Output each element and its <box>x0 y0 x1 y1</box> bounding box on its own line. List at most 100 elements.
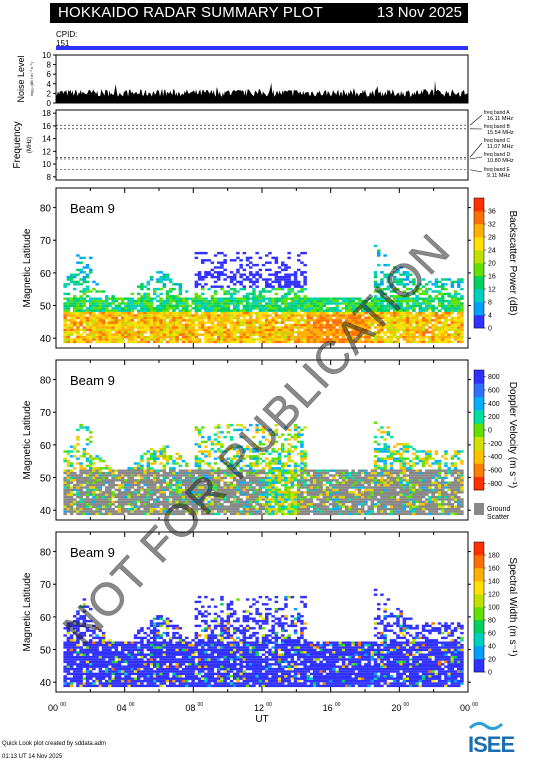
heatmap-cell <box>418 326 423 329</box>
heatmap-cell <box>255 311 259 315</box>
heatmap-cell <box>117 302 122 305</box>
heatmap-cell <box>287 503 291 506</box>
heatmap-cell <box>335 505 339 508</box>
heatmap-cell <box>114 326 119 329</box>
heatmap-cell <box>108 493 112 496</box>
heatmap-cell <box>197 450 202 453</box>
heatmap-cell <box>329 314 333 317</box>
heatmap-cell <box>204 510 208 513</box>
heatmap-cell <box>121 493 125 496</box>
heatmap-cell <box>373 331 378 334</box>
heatmap-cell <box>351 319 355 322</box>
heatmap-cell <box>261 483 266 487</box>
heatmap-cell <box>156 280 160 284</box>
heatmap-cell <box>252 297 256 300</box>
heatmap-cell <box>293 311 298 315</box>
heatmap-cell <box>159 302 163 305</box>
heatmap-cell <box>396 280 400 284</box>
heatmap-cell <box>405 314 410 317</box>
heatmap-cell <box>175 340 179 344</box>
heatmap-cell <box>258 304 263 308</box>
heatmap-cell <box>236 491 240 494</box>
heatmap-cell <box>297 479 301 482</box>
heatmap-cell <box>114 335 119 339</box>
heatmap-cell <box>220 311 224 315</box>
heatmap-cell <box>245 505 250 508</box>
heatmap-cell <box>364 491 368 494</box>
heatmap-cell <box>162 495 167 499</box>
heatmap-cell <box>207 450 211 453</box>
heatmap-cell <box>92 474 96 477</box>
heatmap-cell <box>181 333 186 336</box>
heatmap-cell <box>249 319 253 322</box>
heatmap-cell <box>284 307 288 310</box>
heatmap-cell <box>149 333 154 336</box>
heatmap-cell <box>341 479 346 482</box>
heatmap-cell <box>370 493 375 496</box>
heatmap-cell <box>76 474 80 477</box>
heatmap-cell <box>389 283 394 286</box>
heatmap-cell <box>217 431 221 434</box>
heatmap-cell <box>85 507 90 511</box>
heatmap-cell <box>146 302 151 305</box>
heatmap-cell <box>297 498 301 501</box>
heatmap-cell <box>172 474 176 477</box>
heatmap-cell <box>143 481 147 484</box>
heatmap-cell <box>162 321 167 324</box>
heatmap-cell <box>393 278 397 281</box>
heatmap-cell <box>297 510 301 513</box>
heatmap-cell <box>409 297 413 300</box>
heatmap-cell <box>217 507 221 511</box>
heatmap-cell <box>121 510 125 513</box>
heatmap-cell <box>383 299 387 303</box>
heatmap-cell <box>309 491 314 494</box>
heatmap-cell <box>92 335 96 339</box>
heatmap-cell <box>415 331 419 334</box>
heatmap-cell <box>441 338 445 341</box>
heatmap-cell <box>220 266 224 269</box>
heatmap-cell <box>377 331 381 334</box>
heatmap-cell <box>239 445 243 448</box>
heatmap-cell <box>73 493 77 496</box>
heatmap-cell <box>300 493 304 496</box>
heatmap-cell <box>274 457 279 460</box>
heatmap-cell <box>361 481 365 484</box>
heatmap-cell <box>332 479 336 482</box>
heatmap-cell <box>316 311 320 315</box>
heatmap-cell <box>258 440 263 444</box>
heatmap-cell <box>149 338 154 341</box>
heatmap-cell <box>63 304 67 308</box>
heatmap-cell <box>377 483 381 487</box>
heatmap-cell <box>82 292 87 296</box>
heatmap-cell <box>271 447 275 451</box>
heatmap-cell <box>373 481 378 484</box>
heatmap-cell <box>229 333 234 336</box>
heatmap-cell <box>277 462 282 465</box>
heatmap-cell <box>124 491 128 494</box>
frequency-ylabel-units: (MHz) <box>27 137 33 153</box>
heatmap-cell <box>319 309 323 312</box>
heatmap-cell <box>351 297 355 300</box>
heatmap-cell <box>303 491 307 494</box>
heatmap-cell <box>290 503 295 506</box>
heatmap-cell <box>405 304 410 308</box>
heatmap-cell <box>351 302 355 305</box>
heatmap-cell <box>124 309 128 312</box>
heatmap-cell <box>137 340 141 344</box>
heatmap-cell <box>63 488 67 492</box>
heatmap-cell <box>63 335 67 339</box>
heatmap-cell <box>402 314 407 317</box>
heatmap-cell <box>348 299 352 303</box>
heatmap-cell <box>284 481 288 484</box>
heatmap-cell <box>159 483 163 487</box>
heatmap-cell <box>207 481 211 484</box>
heatmap-cell <box>277 271 282 274</box>
heatmap-cell <box>226 316 231 320</box>
heatmap-cell <box>73 488 77 492</box>
heatmap-cell <box>325 491 330 494</box>
heatmap-cell <box>159 316 163 320</box>
heatmap-cell <box>249 292 253 296</box>
heatmap-cell <box>265 297 269 300</box>
heatmap-cell <box>341 297 346 300</box>
heatmap-cell <box>127 488 131 492</box>
